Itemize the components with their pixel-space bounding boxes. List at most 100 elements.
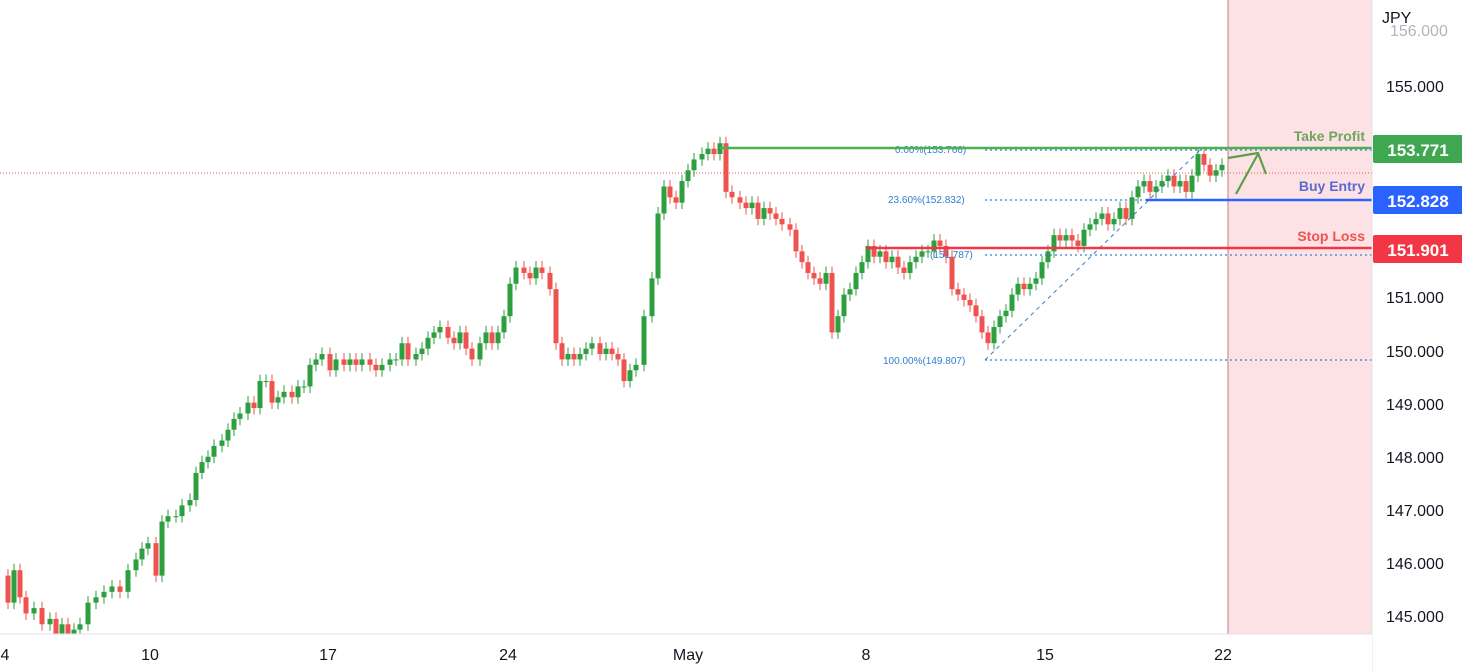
stop-loss-value: 151.901 — [1387, 241, 1448, 260]
candle-body — [577, 354, 583, 360]
candle-body — [1159, 181, 1165, 187]
candle-body — [59, 624, 65, 641]
candle-body — [755, 202, 761, 219]
candle-body — [711, 148, 717, 155]
candle-body — [743, 202, 749, 209]
projection-arrow-head — [1227, 151, 1268, 175]
candle-body — [263, 381, 269, 383]
candle-body — [1135, 186, 1141, 198]
x-tick-22: 22 — [1214, 647, 1232, 664]
candle-body — [373, 364, 379, 371]
y-tick-partial: 156.000 — [1390, 23, 1448, 40]
candle-body — [139, 548, 145, 560]
candle-body — [1219, 164, 1225, 171]
candle-body — [219, 440, 225, 446]
candle-body — [673, 197, 679, 203]
candle-body — [237, 413, 243, 419]
candle-body — [609, 348, 615, 355]
x-tick-8: 8 — [862, 647, 871, 664]
candle-body — [193, 472, 199, 500]
candle-body — [173, 516, 179, 518]
candle-body — [805, 262, 811, 273]
candle-body — [11, 570, 17, 603]
candle-body — [571, 354, 577, 360]
price-axis[interactable] — [1372, 0, 1462, 672]
candle-body — [165, 516, 171, 522]
candle-body — [463, 332, 469, 349]
candles-series — [5, 136, 1225, 647]
y-tick-149: 149.000 — [1386, 397, 1444, 414]
candle-body — [231, 418, 237, 430]
candle-body — [513, 267, 519, 284]
candle-body — [997, 316, 1003, 327]
candle-body — [1195, 154, 1201, 176]
candle-body — [437, 326, 443, 333]
candle-body — [931, 240, 937, 252]
candle-body — [679, 181, 685, 203]
candle-body — [925, 251, 931, 253]
candle-body — [913, 256, 919, 263]
candle-body — [495, 332, 501, 344]
candle-body — [145, 543, 151, 549]
candle-body — [1117, 208, 1123, 219]
candle-body — [865, 245, 871, 263]
candle-body — [633, 364, 639, 371]
candle-body — [667, 186, 673, 198]
candle-body — [705, 148, 711, 155]
candle-body — [17, 570, 23, 598]
candle-body — [901, 267, 907, 273]
x-tick-4: 4 — [1, 647, 10, 664]
buy-entry-value: 152.828 — [1387, 192, 1448, 211]
candle-body — [973, 305, 979, 317]
candle-body — [1171, 175, 1177, 187]
candle-body — [1183, 181, 1189, 192]
candle-body — [1141, 181, 1147, 187]
candle-body — [877, 251, 883, 257]
candle-body — [589, 343, 595, 349]
candle-body — [829, 272, 835, 333]
candle-body — [53, 618, 59, 641]
projection-arrow — [1235, 153, 1259, 195]
candle-body — [847, 289, 853, 295]
candle-body — [477, 343, 483, 360]
candle-body — [199, 462, 205, 473]
candle-body — [749, 202, 755, 209]
candle-body — [133, 559, 139, 571]
candle-body — [117, 586, 123, 592]
candle-body — [245, 402, 251, 414]
candle-body — [853, 272, 859, 290]
candle-body — [1069, 235, 1075, 241]
candle-body — [319, 354, 325, 360]
candle-body — [919, 251, 925, 257]
candle-body — [1111, 218, 1117, 225]
y-tick-146: 146.000 — [1386, 556, 1444, 573]
candle-body — [729, 191, 735, 198]
candle-body — [1093, 218, 1099, 225]
candle-body — [451, 337, 457, 344]
y-tick-147: 147.000 — [1386, 503, 1444, 520]
x-tick-17: 17 — [319, 647, 337, 664]
candle-body — [125, 570, 131, 592]
candle-body — [5, 575, 11, 603]
candle-body — [405, 343, 411, 360]
candle-body — [1021, 283, 1027, 290]
candle-body — [1087, 224, 1093, 230]
candle-body — [817, 278, 823, 284]
y-tick-148: 148.000 — [1386, 450, 1444, 467]
candle-body — [1129, 197, 1135, 219]
candle-body — [501, 316, 507, 333]
candle-body — [811, 272, 817, 279]
take-profit-label: Take Profit — [1294, 128, 1366, 144]
candle-body — [367, 359, 373, 365]
candle-body — [469, 348, 475, 360]
candle-body — [641, 316, 647, 365]
candle-body — [737, 197, 743, 203]
candle-body — [871, 245, 877, 257]
candle-body — [979, 316, 985, 333]
candle-body — [793, 229, 799, 252]
candle-body — [553, 289, 559, 344]
candle-body — [1165, 175, 1171, 182]
candle-body — [1057, 235, 1063, 241]
time-axis[interactable] — [0, 634, 1372, 672]
